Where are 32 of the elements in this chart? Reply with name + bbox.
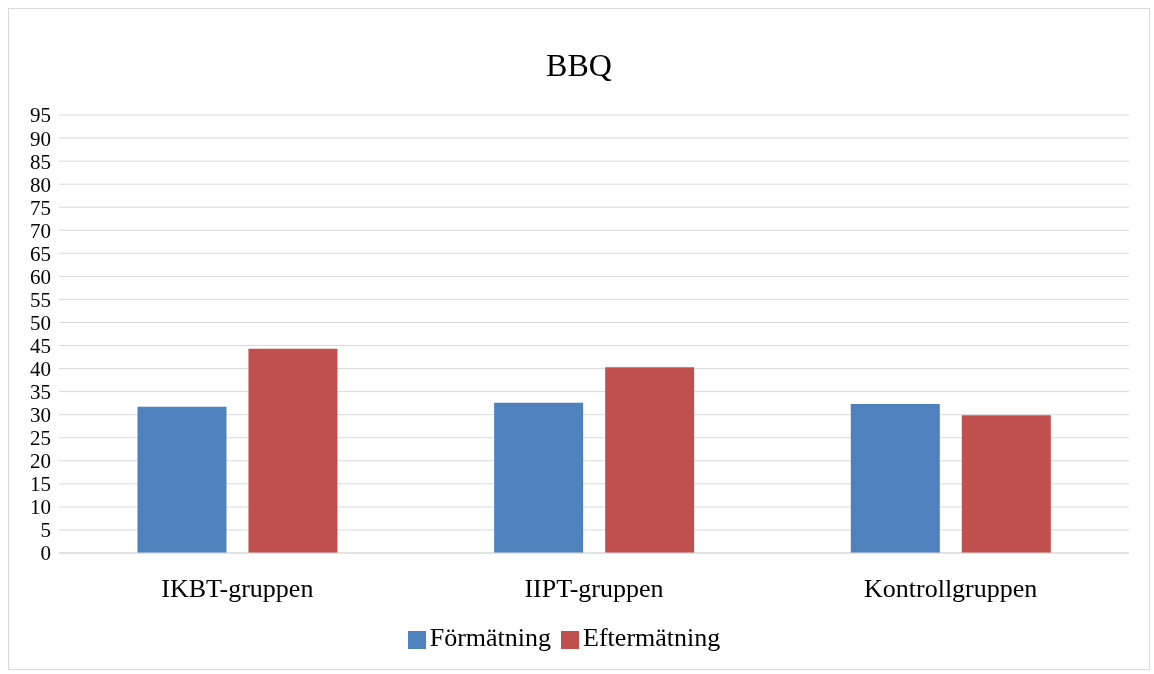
y-tick-label: 75	[30, 195, 51, 220]
bar	[494, 402, 584, 553]
legend-label: Förmätning	[429, 623, 552, 652]
y-tick-label: 50	[30, 310, 51, 335]
y-tick-label: 30	[30, 403, 51, 428]
y-tick-label: 20	[30, 449, 51, 474]
y-tick-label: 85	[30, 149, 51, 174]
y-tick-label: 45	[30, 333, 51, 358]
x-tick-label: Kontrollgruppen	[864, 574, 1038, 604]
y-tick-label: 80	[30, 172, 51, 197]
y-tick-label: 70	[30, 218, 51, 243]
y-tick-label: 55	[30, 287, 51, 312]
y-tick-label: 25	[30, 426, 51, 451]
y-tick-label: 60	[30, 264, 51, 289]
y-tick-label: 90	[30, 126, 51, 151]
bar	[850, 404, 940, 553]
y-tick-label: 95	[30, 103, 51, 128]
y-tick-label: 5	[40, 518, 51, 543]
bar	[961, 415, 1051, 553]
y-tick-label: 35	[30, 380, 51, 405]
x-tick-label: IKBT-gruppen	[161, 574, 314, 604]
bar	[605, 367, 695, 553]
bar	[248, 348, 338, 553]
chart-title: BBQ	[545, 46, 613, 85]
y-tick-label: 0	[40, 541, 51, 566]
y-tick-label: 40	[30, 357, 51, 382]
x-tick-label: IIPT-gruppen	[524, 574, 664, 604]
bar	[137, 406, 227, 553]
legend-label: Eftermätning	[583, 623, 721, 652]
y-tick-label: 65	[30, 241, 51, 266]
y-tick-label: 15	[30, 472, 51, 497]
y-tick-label: 10	[30, 495, 51, 520]
